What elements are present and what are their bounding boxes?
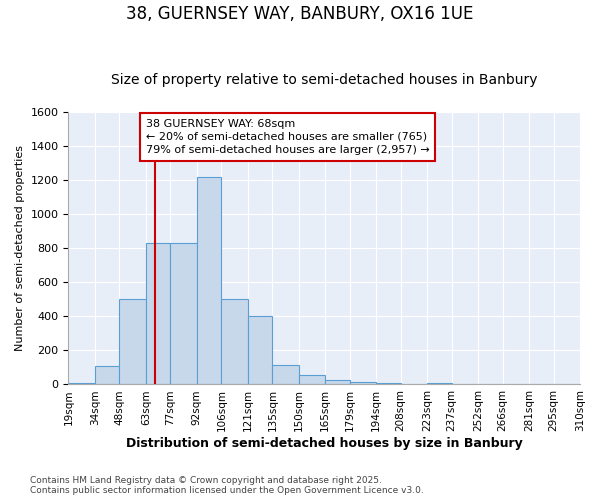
Bar [197, 176, 221, 384]
Bar [68, 383, 95, 384]
Text: Contains HM Land Registry data © Crown copyright and database right 2025.
Contai: Contains HM Land Registry data © Crown c… [30, 476, 424, 495]
Text: 38, GUERNSEY WAY, BANBURY, OX16 1UE: 38, GUERNSEY WAY, BANBURY, OX16 1UE [127, 5, 473, 23]
X-axis label: Distribution of semi-detached houses by size in Banbury: Distribution of semi-detached houses by … [126, 437, 523, 450]
Bar [325, 380, 350, 384]
Bar [350, 382, 376, 384]
Bar [146, 243, 170, 384]
Bar [272, 365, 299, 384]
Y-axis label: Number of semi-detached properties: Number of semi-detached properties [15, 145, 25, 351]
Bar [248, 316, 272, 384]
Bar [376, 383, 401, 384]
Title: Size of property relative to semi-detached houses in Banbury: Size of property relative to semi-detach… [111, 73, 538, 87]
Bar [95, 366, 119, 384]
Bar [221, 299, 248, 384]
Bar [299, 375, 325, 384]
Text: 38 GUERNSEY WAY: 68sqm
← 20% of semi-detached houses are smaller (765)
79% of se: 38 GUERNSEY WAY: 68sqm ← 20% of semi-det… [146, 118, 430, 155]
Bar [119, 299, 146, 384]
Bar [170, 243, 197, 384]
Bar [427, 383, 452, 384]
